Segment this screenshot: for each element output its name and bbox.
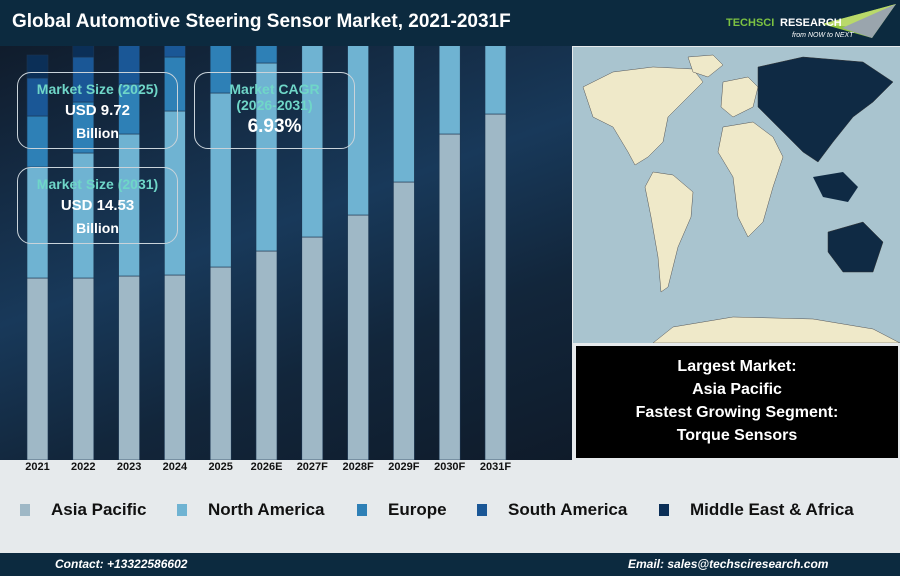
- bar-segment-asia-pacific-2031F: [484, 113, 507, 460]
- bar-segment-asia-pacific-2022: [72, 277, 95, 460]
- legend-swatch: [477, 504, 487, 516]
- fastest-segment-value: Torque Sensors: [676, 427, 798, 444]
- world-map: [573, 47, 900, 344]
- legend-label: South America: [508, 500, 628, 519]
- bar-segment-asia-pacific-2027F: [301, 236, 324, 460]
- bar-segment-asia-pacific-2026E: [255, 250, 278, 460]
- legend-swatch: [357, 504, 367, 516]
- stacked-bar-chart: [26, 46, 507, 460]
- bar-segment-asia-pacific-2025: [209, 266, 232, 460]
- bar-segment-asia-pacific-2030F: [438, 133, 461, 460]
- kpi-value: USD 9.72: [64, 102, 131, 119]
- bar-segment-middle-east-africa-2022: [72, 46, 95, 58]
- x-tick-label: 2022: [71, 461, 96, 473]
- x-tick-label: 2024: [162, 461, 188, 473]
- x-tick-label: 2025: [208, 461, 233, 473]
- x-tick-label: 2030F: [434, 461, 466, 473]
- bar-segment-asia-pacific-2023: [118, 275, 140, 460]
- techsci-logo: TECHSCI RESEARCH from NOW to NEXT: [726, 4, 896, 39]
- svg-text:TECHSCI: TECHSCI: [726, 17, 774, 29]
- bar-segment-asia-pacific-2028F: [347, 214, 369, 460]
- legend-item: Asia Pacific: [20, 500, 146, 520]
- header: Global Automotive Steering Sensor Market…: [0, 0, 900, 46]
- legend-item: Europe: [357, 500, 447, 520]
- legend-label: Middle East & Africa: [690, 500, 854, 519]
- legend-item: North America: [177, 500, 325, 520]
- bar-segment-asia-pacific-2021: [26, 277, 49, 460]
- legend-item: Middle East & Africa: [659, 500, 854, 520]
- x-tick-label: 2023: [116, 461, 142, 473]
- kpi-label: Market Size (2031): [36, 176, 159, 192]
- kpi-unit: Billion: [76, 220, 119, 236]
- bar-segment-north-america-2027F: [301, 46, 324, 238]
- kpi-label-period: (2026-2031): [236, 97, 313, 113]
- kpi-market-size-2031: Market Size (2031) USD 14.53 Billion: [17, 167, 178, 244]
- bar-segment-europe-2025: [209, 46, 232, 94]
- x-tick-label: 2028F: [342, 461, 374, 473]
- svg-text:from NOW to NEXT: from NOW to NEXT: [792, 32, 854, 39]
- fastest-segment-label: Fastest Growing Segment:: [635, 404, 839, 421]
- kpi-label: Market CAGR: [229, 81, 320, 97]
- footer: Contact: +13322586602 Email: sales@techs…: [0, 553, 900, 576]
- x-tick-label: 2031F: [479, 461, 512, 473]
- legend-label: North America: [208, 500, 325, 519]
- kpi-value: 6.93%: [247, 116, 302, 137]
- x-tick-label: 2021: [25, 461, 50, 473]
- x-axis: 2021 2022 2023 2024 2025 2026E 2027F 2028F 2029F…: [0, 460, 572, 476]
- world-map-graphic: [582, 54, 900, 344]
- x-tick-label: 2027F: [296, 461, 328, 473]
- kpi-market-size-2025: Market Size (2025) USD 9.72 Billion: [17, 72, 178, 149]
- kpi-unit: Billion: [76, 125, 119, 141]
- insight-box: Largest Market: Asia Pacific Fastest Gro…: [576, 346, 898, 458]
- chart-area: Market Size (2025) USD 9.72 Billion Mark…: [0, 46, 572, 460]
- kpi-market-cagr: Market CAGR (2026-2031) 6.93%: [194, 72, 355, 149]
- contact-phone: Contact: +13322586602: [55, 557, 188, 571]
- largest-market-label: Largest Market:: [677, 358, 797, 375]
- bar-segment-south-america-2023: [118, 46, 140, 85]
- x-tick-label: 2026E: [250, 461, 283, 473]
- legend-label: Europe: [388, 500, 447, 519]
- bar-segment-north-america-2030F: [438, 46, 461, 135]
- bar-segment-north-america-2031F: [484, 46, 507, 115]
- bar-segment-north-america-2029F: [393, 46, 415, 183]
- legend-swatch: [20, 504, 30, 516]
- largest-market-value: Asia Pacific: [692, 381, 782, 398]
- kpi-value: USD 14.53: [60, 197, 135, 214]
- legend-swatch: [177, 504, 187, 516]
- legend: Asia Pacific North America Europe South Ame…: [0, 500, 900, 524]
- legend-swatch: [659, 504, 669, 516]
- x-tick-label: 2029F: [388, 461, 420, 473]
- contact-email: Email: sales@techsciresearch.com: [628, 557, 829, 571]
- legend-item: South America: [477, 500, 627, 520]
- svg-text:RESEARCH: RESEARCH: [780, 17, 842, 29]
- legend-label: Asia Pacific: [51, 500, 147, 519]
- page-title: Global Automotive Steering Sensor Market…: [12, 11, 511, 32]
- bar-segment-north-america-2028F: [347, 46, 369, 216]
- bar-segment-asia-pacific-2029F: [393, 181, 415, 460]
- bar-segment-south-america-2024: [164, 46, 186, 58]
- bar-segment-asia-pacific-2024: [164, 274, 186, 460]
- bar-segment-europe-2026E: [255, 46, 278, 64]
- kpi-label: Market Size (2025): [36, 81, 159, 97]
